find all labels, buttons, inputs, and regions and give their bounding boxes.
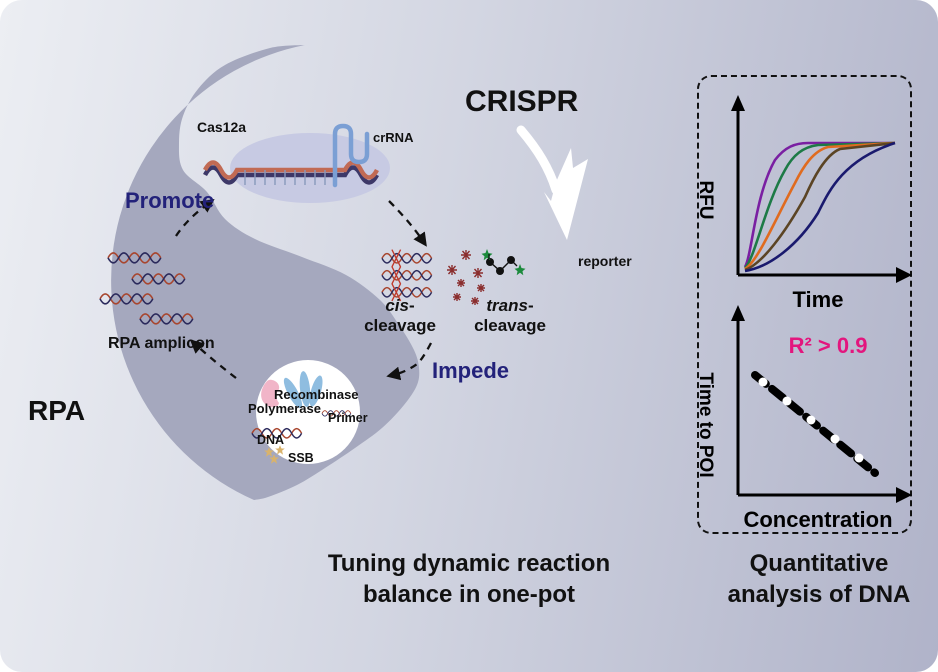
svg-text:RFU: RFU [695,180,716,219]
svg-text:crRNA: crRNA [373,130,414,145]
svg-text:Concentration: Concentration [743,507,892,532]
svg-text:Cas12a: Cas12a [197,119,246,135]
svg-text:Time to POI: Time to POI [695,372,716,477]
svg-text:R² > 0.9: R² > 0.9 [789,333,868,358]
